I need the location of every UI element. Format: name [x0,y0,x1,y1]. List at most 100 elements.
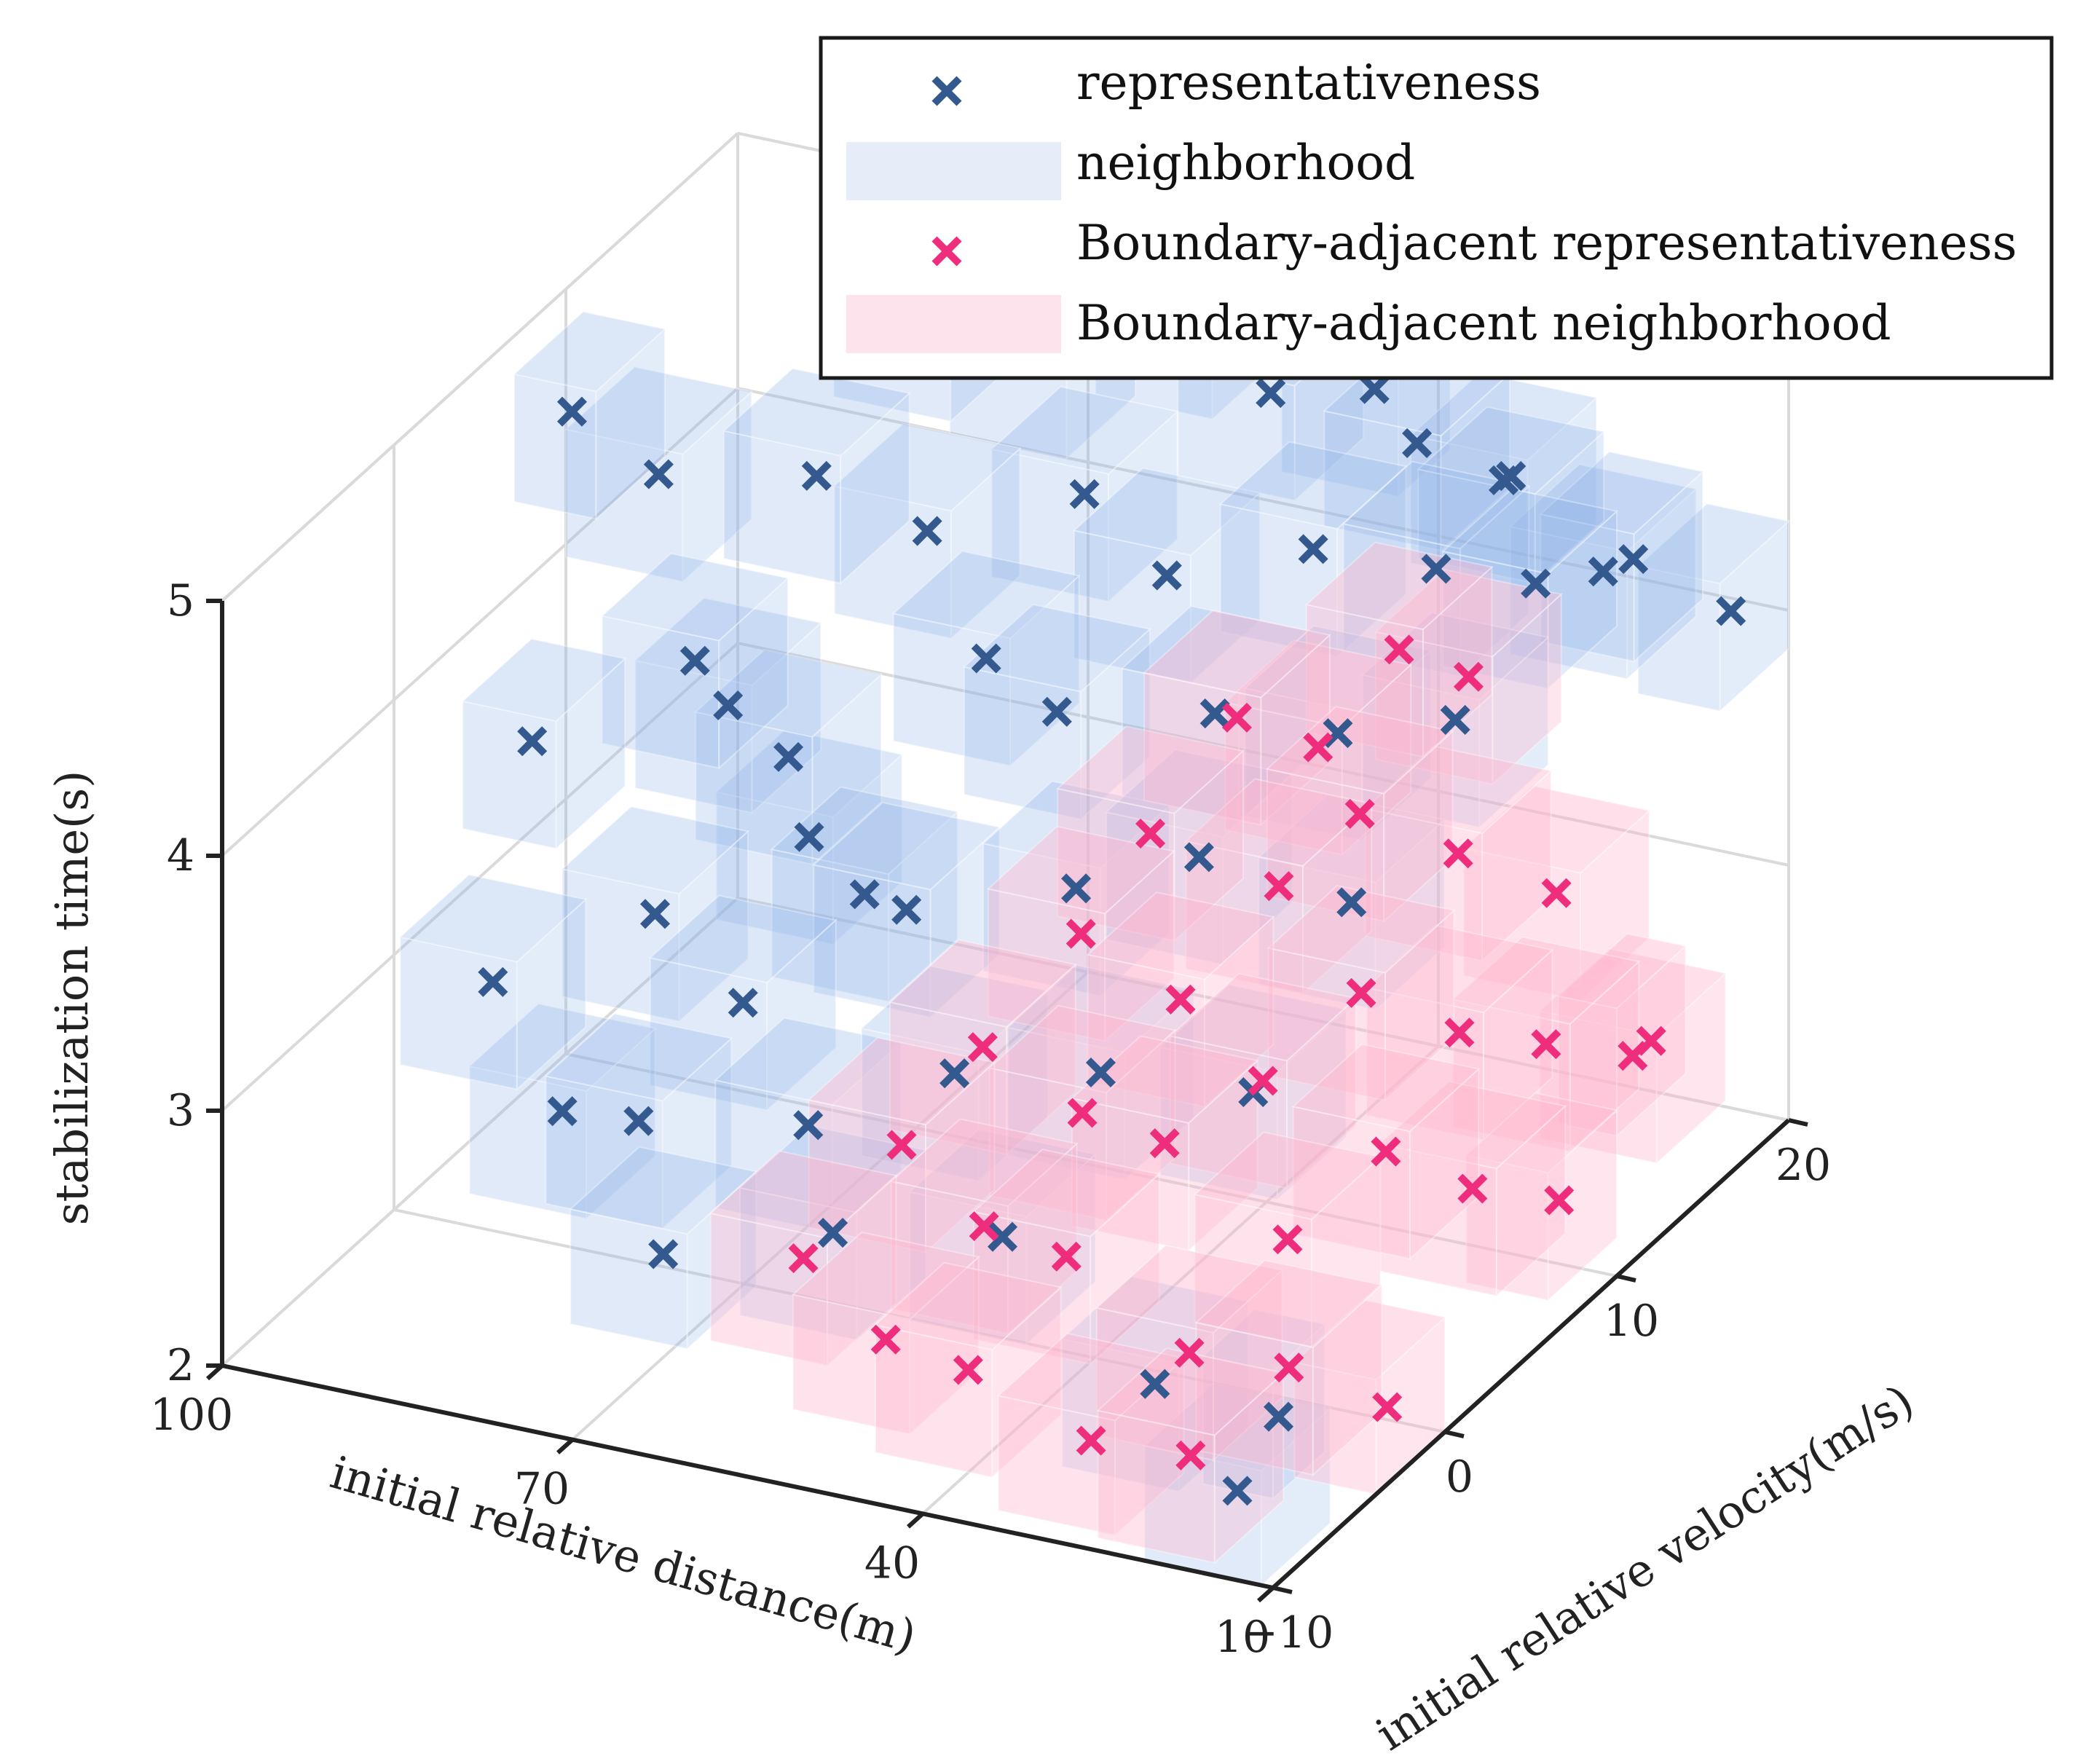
box-face-top [986,825,1175,915]
x-tick [1256,1586,1275,1603]
box-face-top [962,604,1151,693]
box-face-side [1336,465,1407,658]
boundary-representativeness-marker [1344,798,1375,829]
neighborhood-box [1006,964,1195,1182]
representativeness-marker [623,1106,654,1136]
pane-edge [221,132,739,602]
boundary-neighborhood-box [1462,784,1651,1002]
box-face-side [832,752,903,946]
box-face-top [1342,460,1531,550]
box-face-top [714,728,904,818]
box-face-front [1417,468,1536,585]
x-axis-line [221,1363,1274,1590]
boundary-representativeness-marker-stroke-b [1065,918,1096,949]
legend-entry-boundary-neighborhood: Boundary-adjacent neighborhood [846,295,1891,353]
representativeness-marker-stroke-b [1298,534,1328,564]
box-face-side [1361,648,1432,843]
box-face-side [1633,470,1703,664]
box-face-top [1070,1035,1259,1124]
representativeness-marker [801,460,832,491]
representativeness-marker [794,822,824,852]
boundary-representativeness-marker-stroke-b [1384,634,1414,665]
boundary-neighborhood-box [1465,1092,1619,1302]
boundary-representativeness-marker-stroke-b [1076,1425,1106,1456]
box-face-side [1106,1028,1176,1222]
box-face-front [462,700,557,850]
box-face-side [1422,565,1493,759]
box-face-side [766,918,837,1112]
representativeness-marker [1323,718,1353,749]
boundary-representativeness-marker [1274,1352,1304,1383]
markers [478,296,1746,1506]
representativeness-marker-stroke-b [1041,696,1072,727]
representativeness-marker [478,966,508,997]
representativeness-marker-stroke-b [773,741,804,772]
legend-entry-neighborhood: neighborhood [846,135,1415,200]
z-tick-label: 5 [167,575,194,626]
box-face-front [1557,995,1618,1137]
representativeness-marker [1716,596,1746,626]
box-face-top [1409,372,1599,461]
representativeness-marker [1041,696,1072,727]
box-face-side [1547,1109,1618,1302]
boundary-representativeness-marker-stroke-b [1303,732,1333,763]
box-face-side [811,672,882,866]
boundary-representativeness-marker [1531,1029,1561,1060]
box-face-side [1213,1268,1283,1462]
box-face-top [770,786,959,875]
boundary-representativeness-marker-stroke-b [1135,818,1166,848]
boundary-representativeness-marker-stroke-b [1067,1098,1098,1128]
grid-line-floor-y [737,897,1789,1122]
boundary-representativeness-marker-stroke-b [788,1243,819,1274]
neighborhood-box [1257,794,1446,1012]
y-tick-label: 10 [1604,1296,1659,1347]
legend-patch-neighborhood [846,142,1061,200]
box-face-side [1222,773,1293,966]
boundary-representativeness-marker-stroke-b [1453,661,1484,692]
box-face-top [1266,885,1456,974]
box-face-top [791,1231,980,1320]
box-face-side [1260,633,1331,827]
boundary-representativeness-marker [1443,838,1473,869]
box-face-side [1481,769,1552,963]
representativeness-marker-stroke-b [1085,1057,1116,1088]
representativeness-marker-stroke-b [818,1217,848,1248]
box-face-top [513,311,666,393]
boundary-representativeness-marker [1541,878,1572,908]
box-face-front [513,373,597,520]
y-axis-line [1271,1118,1791,1590]
representativeness-marker [713,690,744,721]
y-tick-label: 0 [1446,1452,1473,1503]
boundary-neighborhood-box [1293,1299,1447,1496]
representativeness-marker [912,516,942,546]
box-face-top [1194,1259,1384,1348]
grid-line-floor-x [571,971,1090,1441]
box-face-top [468,1003,657,1092]
representativeness-marker [1588,556,1618,587]
box-face-side [1238,629,1309,823]
grid-line-floor-x [921,1044,1440,1515]
box-face-top [600,552,789,642]
box-face-side [1104,849,1175,1043]
representativeness-marker [1085,1057,1116,1088]
x-tick [906,1512,925,1529]
boundary-representativeness-marker-stroke-b [967,1032,998,1063]
box-face-top [1072,467,1261,556]
representativeness-marker [1359,374,1390,404]
representativeness-marker-stroke-b [1222,1476,1253,1506]
representativeness-marker [1336,887,1367,918]
z-tick-label: 4 [167,830,194,881]
grid-line-floor-y [565,1052,1618,1277]
box-face-side [929,825,1000,1019]
representativeness-marker [1183,842,1214,873]
y-tick [1272,1586,1293,1594]
legend-entry-representativeness: representativeness [931,55,1541,111]
boundary-representativeness-marker [1384,634,1414,665]
box-face-side [1719,519,1789,713]
box-face-side [1204,915,1275,1109]
boundary-representativeness-marker-stroke-b [1149,1128,1180,1159]
representativeness-marker-stroke-b [987,1221,1018,1252]
box-face-side [909,1255,980,1436]
box-face-top [1462,784,1651,874]
boundary-representativeness-marker [1544,1185,1575,1216]
